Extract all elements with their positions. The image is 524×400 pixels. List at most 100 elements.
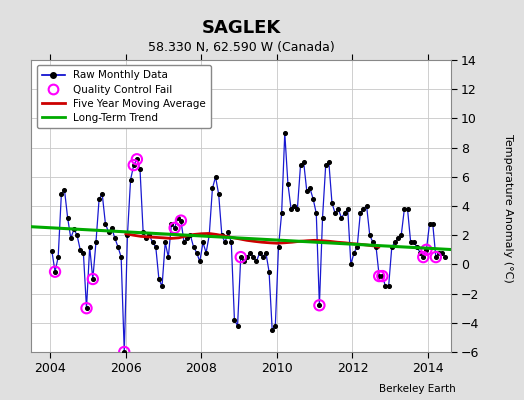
- Point: [155, 276, 163, 282]
- Point: [89, 276, 97, 282]
- Point: [205, 232, 213, 238]
- Point: [356, 210, 365, 216]
- Point: [173, 214, 182, 221]
- Point: [224, 229, 232, 236]
- Point: [441, 254, 450, 260]
- Point: [211, 174, 220, 180]
- Point: [79, 250, 88, 256]
- Point: [120, 349, 128, 355]
- Text: Temperature Anomaly (°C): Temperature Anomaly (°C): [503, 134, 514, 282]
- Point: [236, 254, 245, 260]
- Point: [306, 185, 314, 192]
- Point: [378, 273, 387, 279]
- Point: [67, 235, 75, 241]
- Point: [293, 206, 302, 212]
- Point: [195, 258, 204, 265]
- Point: [265, 268, 273, 275]
- Point: [145, 232, 154, 238]
- Point: [51, 268, 59, 275]
- Point: [246, 250, 254, 256]
- Point: [192, 250, 201, 256]
- Point: [161, 239, 169, 246]
- Point: [202, 250, 210, 256]
- Point: [48, 248, 56, 254]
- Point: [337, 214, 346, 221]
- Point: [322, 162, 330, 168]
- Point: [95, 196, 103, 202]
- Point: [277, 210, 286, 216]
- Legend: Raw Monthly Data, Quality Control Fail, Five Year Moving Average, Long-Term Tren: Raw Monthly Data, Quality Control Fail, …: [37, 65, 211, 128]
- Point: [407, 239, 415, 246]
- Point: [425, 220, 434, 227]
- Point: [394, 235, 402, 241]
- Point: [142, 235, 150, 241]
- Point: [274, 244, 282, 250]
- Point: [104, 229, 113, 236]
- Point: [230, 317, 238, 323]
- Point: [249, 254, 257, 260]
- Point: [422, 246, 431, 253]
- Point: [397, 232, 406, 238]
- Point: [350, 250, 358, 256]
- Point: [403, 206, 412, 212]
- Point: [126, 176, 135, 183]
- Point: [208, 185, 216, 192]
- Point: [233, 322, 242, 329]
- Point: [366, 232, 374, 238]
- Point: [375, 273, 384, 279]
- Point: [120, 349, 128, 355]
- Point: [328, 200, 336, 206]
- Point: [385, 283, 393, 290]
- Point: [255, 250, 264, 256]
- Point: [297, 162, 305, 168]
- Point: [76, 246, 84, 253]
- Point: [315, 302, 324, 308]
- Point: [129, 162, 138, 168]
- Point: [199, 239, 207, 246]
- Point: [271, 322, 279, 329]
- Point: [331, 210, 340, 216]
- Point: [334, 206, 343, 212]
- Point: [419, 254, 428, 260]
- Point: [429, 220, 437, 227]
- Text: SAGLEK: SAGLEK: [201, 19, 281, 37]
- Point: [167, 220, 176, 227]
- Point: [438, 250, 446, 256]
- Point: [82, 305, 91, 311]
- Point: [89, 276, 97, 282]
- Point: [312, 210, 321, 216]
- Point: [136, 166, 144, 173]
- Point: [284, 181, 292, 187]
- Point: [133, 156, 141, 162]
- Point: [60, 187, 69, 193]
- Point: [164, 254, 172, 260]
- Point: [416, 250, 424, 256]
- Point: [319, 214, 327, 221]
- Text: 58.330 N, 62.590 W (Canada): 58.330 N, 62.590 W (Canada): [148, 42, 334, 54]
- Point: [236, 254, 245, 260]
- Point: [309, 196, 318, 202]
- Point: [214, 191, 223, 198]
- Point: [107, 225, 116, 231]
- Point: [70, 226, 78, 232]
- Point: [432, 254, 440, 260]
- Point: [117, 254, 125, 260]
- Point: [129, 162, 138, 168]
- Point: [180, 239, 188, 246]
- Point: [410, 239, 418, 246]
- Point: [177, 217, 185, 224]
- Point: [82, 305, 91, 311]
- Point: [344, 206, 352, 212]
- Point: [148, 239, 157, 246]
- Point: [151, 244, 160, 250]
- Point: [111, 235, 119, 241]
- Point: [363, 203, 371, 209]
- Point: [372, 244, 380, 250]
- Point: [378, 273, 387, 279]
- Point: [261, 250, 270, 256]
- Point: [400, 206, 409, 212]
- Point: [359, 206, 368, 212]
- Point: [391, 239, 399, 246]
- Point: [133, 156, 141, 162]
- Point: [258, 254, 267, 260]
